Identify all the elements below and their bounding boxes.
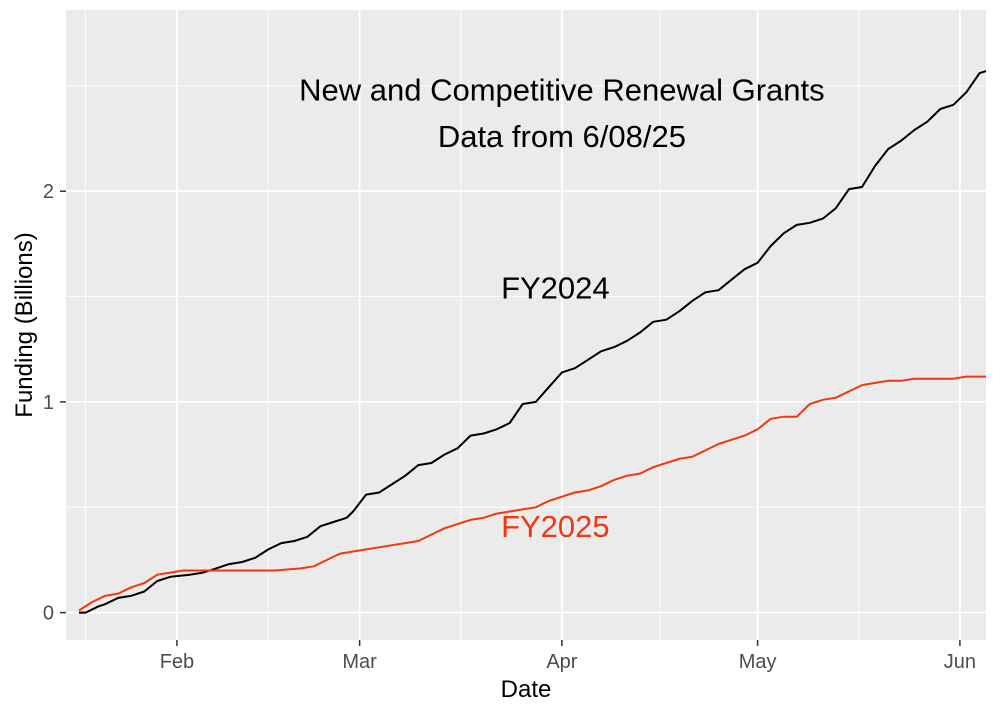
x-tick-label: Apr bbox=[546, 651, 577, 673]
series-line-fy2025 bbox=[78, 375, 986, 612]
axis-ticks bbox=[60, 190, 961, 646]
minor-gridlines bbox=[66, 10, 986, 640]
y-tick-label: 0 bbox=[43, 603, 54, 625]
annotation-layer: New and Competitive Renewal Grants Data f… bbox=[299, 73, 825, 544]
x-tick-labels: Feb Mar Apr May Jun bbox=[160, 651, 976, 673]
series-layer bbox=[78, 70, 987, 614]
x-axis-title: Date bbox=[501, 676, 552, 703]
x-tick-label: Mar bbox=[342, 651, 377, 673]
series-line-fy2024 bbox=[79, 70, 987, 614]
chart-annotation: Data from 6/08/25 bbox=[438, 119, 686, 154]
major-gridlines bbox=[66, 10, 986, 640]
y-axis-title: Funding (Billions) bbox=[11, 232, 38, 417]
y-tick-label: 1 bbox=[43, 392, 54, 414]
chart-annotation: FY2025 bbox=[501, 509, 610, 544]
chart-annotation: New and Competitive Renewal Grants bbox=[299, 73, 825, 108]
plot-panel bbox=[66, 10, 986, 640]
x-tick-label: May bbox=[739, 651, 777, 673]
y-tick-labels: 0 1 2 bbox=[43, 181, 54, 624]
x-tick-label: Jun bbox=[944, 651, 976, 673]
y-tick-label: 2 bbox=[43, 181, 54, 203]
x-tick-label: Feb bbox=[160, 651, 194, 673]
chart-annotation: FY2024 bbox=[501, 271, 610, 306]
